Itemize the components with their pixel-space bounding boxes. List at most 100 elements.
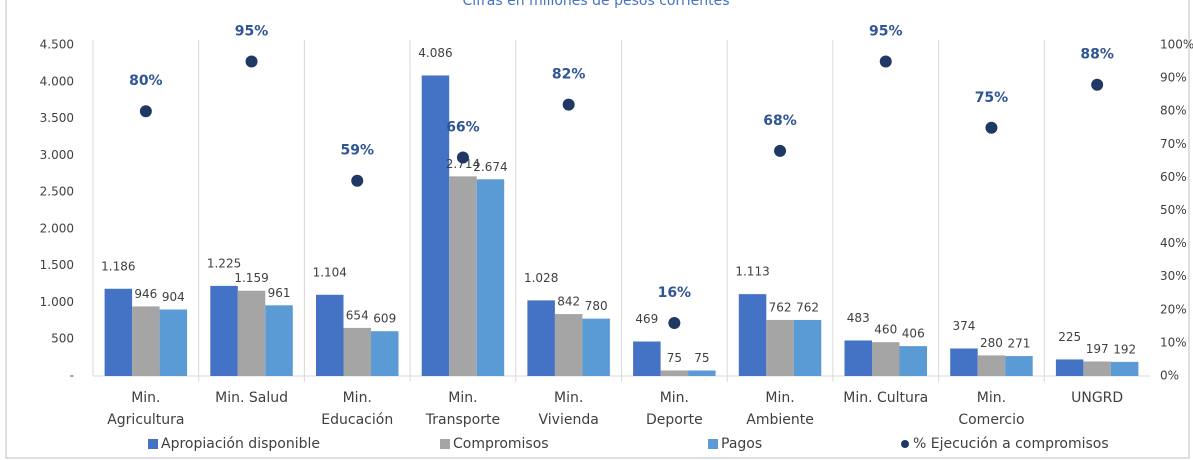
bar <box>872 342 900 376</box>
point-value-label: 59% <box>340 143 374 159</box>
bar-value-label: 460 <box>874 323 897 337</box>
bar <box>343 327 371 376</box>
bar <box>950 348 978 376</box>
chart-border <box>5 0 1190 459</box>
y-tick-label: 2.000 <box>40 221 74 235</box>
bar <box>688 370 716 376</box>
bar <box>582 318 610 376</box>
y2-tick-label: 50% <box>1160 203 1187 217</box>
legend-swatch <box>901 440 909 448</box>
legend-label: Pagos <box>721 436 762 452</box>
bar <box>237 290 266 376</box>
point <box>139 105 152 118</box>
bar <box>132 306 160 376</box>
point <box>351 174 364 187</box>
bar-value-label: 469 <box>635 312 658 326</box>
bar <box>660 370 689 376</box>
bar-value-label: 406 <box>902 327 925 341</box>
x-tick-label: Min. Cultura <box>843 390 928 406</box>
bar-value-label: 1.104 <box>313 265 347 279</box>
point-value-label: 75% <box>975 90 1009 106</box>
bar <box>1005 356 1033 376</box>
bar <box>738 294 767 376</box>
y-tick-label: 2.500 <box>40 185 74 199</box>
y-tick-label: 4.000 <box>40 74 74 88</box>
y2-tick-label: 70% <box>1160 137 1187 151</box>
bar-value-label: 1.159 <box>234 271 268 285</box>
point <box>774 144 787 157</box>
point <box>879 55 892 68</box>
bar-value-label: 946 <box>134 287 157 301</box>
x-tick-label: Min. <box>765 390 794 406</box>
point <box>1091 78 1104 91</box>
bar-value-label: 904 <box>162 290 185 304</box>
y2-tick-label: 30% <box>1160 269 1187 283</box>
y-tick-label: 1.500 <box>40 258 74 272</box>
bar <box>554 314 583 376</box>
y-tick-label: - <box>70 369 74 383</box>
bar <box>1083 361 1111 376</box>
point-value-label: 95% <box>869 24 903 40</box>
point <box>985 121 998 134</box>
bar <box>421 75 450 377</box>
x-tick-label: Min. <box>343 390 372 406</box>
bar <box>844 340 872 376</box>
bar-value-label: 280 <box>980 336 1003 350</box>
bar <box>104 288 133 376</box>
bar-value-label: 2.714 <box>446 157 480 171</box>
bar-value-label: 1.028 <box>524 271 558 285</box>
bar <box>793 319 822 376</box>
point-value-label: 16% <box>658 285 692 301</box>
bar-value-label: 654 <box>346 308 369 322</box>
bar-value-label: 192 <box>1113 342 1136 356</box>
x-tick-label: Deporte <box>646 412 703 428</box>
y2-tick-label: 10% <box>1160 335 1187 349</box>
y2-tick-label: 20% <box>1160 302 1187 316</box>
legend-swatch <box>148 439 158 449</box>
point <box>668 317 681 330</box>
y-tick-label: 3.000 <box>40 148 74 162</box>
point-value-label: 95% <box>235 24 269 40</box>
bar-value-label: 197 <box>1086 342 1109 356</box>
bar <box>527 300 555 376</box>
x-tick-label: Vivienda <box>539 412 599 428</box>
legend-label: Apropiación disponible <box>161 436 320 452</box>
bar-value-label: 762 <box>769 300 792 314</box>
legend-label: % Ejecución a compromisos <box>913 436 1109 452</box>
y2-tick-label: 0% <box>1160 369 1179 383</box>
bar-value-label: 1.186 <box>101 259 135 273</box>
bar <box>766 319 794 376</box>
y-tick-label: 4.500 <box>40 38 74 52</box>
point <box>562 98 575 111</box>
y2-tick-label: 100% <box>1160 38 1193 52</box>
bar-value-label: 483 <box>847 311 870 325</box>
bar-value-label: 374 <box>952 319 975 333</box>
x-tick-label: Min. Salud <box>215 390 288 406</box>
point-value-label: 88% <box>1080 47 1114 63</box>
y-tick-label: 500 <box>51 332 74 346</box>
x-tick-label: Min. <box>660 390 689 406</box>
bar <box>371 331 399 376</box>
bar-value-label: 762 <box>796 300 819 314</box>
y2-tick-label: 90% <box>1160 71 1187 85</box>
bar-value-label: 1.225 <box>207 256 241 270</box>
bar <box>633 341 661 376</box>
bar-value-label: 780 <box>585 299 608 313</box>
x-tick-label: Min. <box>448 390 477 406</box>
point-value-label: 68% <box>763 113 797 129</box>
bar <box>159 309 188 376</box>
y-tick-label: 3.500 <box>40 111 74 125</box>
bar-value-label: 4.086 <box>418 46 452 60</box>
y2-tick-label: 60% <box>1160 170 1187 184</box>
bar <box>265 305 293 376</box>
bar <box>449 176 477 376</box>
point-value-label: 82% <box>552 67 586 83</box>
x-tick-label: Agricultura <box>107 412 184 428</box>
x-tick-label: Min. <box>131 390 160 406</box>
bar-value-label: 961 <box>268 286 291 300</box>
bar-value-label: 271 <box>1007 337 1030 351</box>
x-tick-label: Educación <box>321 412 393 428</box>
x-tick-label: Transporte <box>425 412 500 428</box>
